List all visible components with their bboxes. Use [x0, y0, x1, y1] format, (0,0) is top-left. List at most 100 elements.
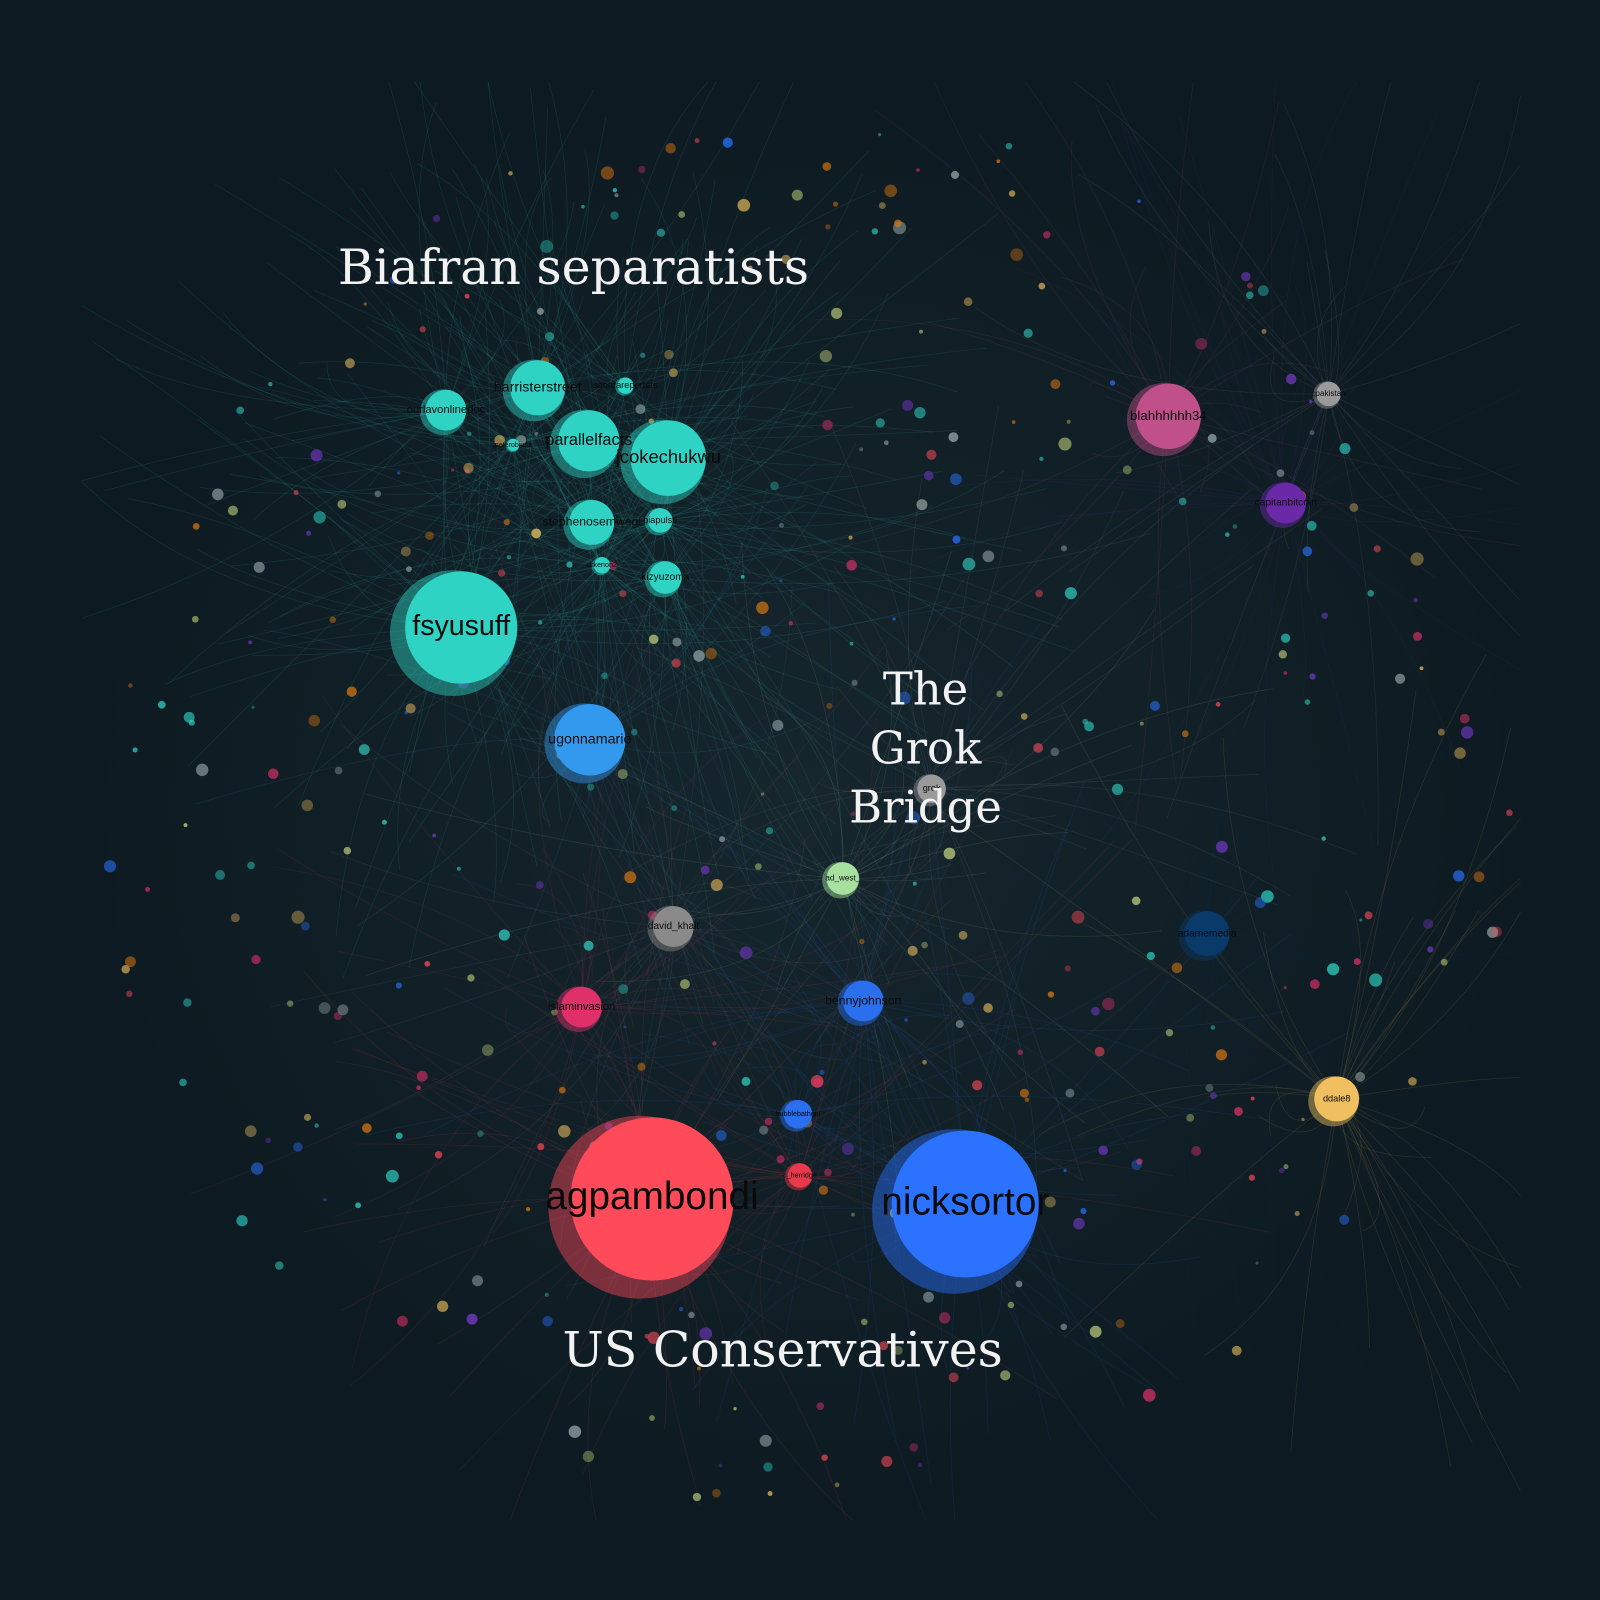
minor-node — [1419, 666, 1424, 671]
minor-node — [860, 1318, 868, 1326]
minor-node — [647, 1331, 660, 1344]
minor-node — [958, 930, 968, 940]
minor-node — [374, 490, 382, 498]
edge — [493, 381, 661, 521]
edge — [537, 81, 568, 388]
edge — [410, 412, 593, 523]
minor-node — [1359, 918, 1363, 922]
minor-node — [1044, 1196, 1056, 1208]
minor-node — [306, 530, 312, 536]
minor-node — [678, 211, 686, 218]
edge — [190, 1006, 582, 1195]
edge — [1336, 916, 1414, 1100]
minor-node — [1491, 926, 1502, 938]
edge — [625, 289, 767, 388]
edge — [589, 462, 817, 740]
edge — [513, 350, 665, 446]
minor-node — [694, 138, 700, 143]
node-label: ugonnamario — [548, 732, 631, 748]
edge — [536, 425, 603, 566]
edge — [445, 369, 838, 411]
edge — [605, 355, 666, 578]
minor-node — [549, 435, 554, 440]
minor-node — [1215, 702, 1221, 707]
edge — [1179, 116, 1287, 504]
edge — [537, 691, 583, 1008]
edge — [334, 926, 674, 1131]
edge — [664, 577, 757, 900]
edge — [842, 878, 1086, 1124]
edge — [334, 926, 674, 1043]
minor-node — [1453, 870, 1465, 882]
minor-node — [1309, 673, 1316, 680]
edge — [336, 950, 582, 1008]
edge — [931, 564, 1254, 790]
edge — [601, 387, 824, 566]
minor-node — [1024, 1097, 1030, 1103]
minor-node — [251, 955, 261, 965]
edge — [581, 784, 851, 1008]
minor-node — [906, 811, 920, 825]
minor-node — [894, 219, 902, 227]
cluster-label: US Conservatives — [562, 1322, 1002, 1379]
edge — [668, 457, 984, 711]
edge — [581, 1006, 789, 1010]
edge — [580, 766, 600, 1008]
minor-node — [834, 1482, 840, 1488]
minor-node — [678, 1306, 684, 1312]
minor-node — [1165, 1028, 1174, 1037]
edge — [601, 565, 839, 690]
edge — [664, 577, 891, 986]
node — [558, 410, 620, 472]
edge — [496, 442, 530, 513]
minor-node — [668, 368, 678, 378]
minor-node — [419, 326, 426, 333]
edge — [537, 216, 698, 389]
edge — [1183, 933, 1219, 1253]
edge — [1207, 845, 1452, 937]
edge — [842, 878, 1005, 1111]
minor-node — [230, 913, 240, 923]
minor-node — [381, 819, 387, 825]
minor-node — [251, 705, 255, 709]
node-label: c_herridge — [783, 1171, 817, 1179]
edge — [931, 488, 1252, 790]
edge — [664, 577, 750, 881]
edge — [1133, 416, 1169, 837]
minor-node — [540, 240, 554, 253]
edge — [933, 637, 1208, 934]
minor-node — [425, 531, 434, 541]
node — [783, 1100, 813, 1129]
minor-node — [884, 184, 898, 198]
minor-node — [875, 418, 885, 428]
minor-node — [1136, 1158, 1143, 1165]
minor-node — [719, 836, 726, 843]
node-label: blahhhhhh34 — [1130, 408, 1207, 423]
minor-node — [813, 1077, 824, 1088]
node — [647, 508, 673, 533]
edge — [946, 416, 1169, 631]
minor-node — [914, 406, 926, 419]
edge — [1290, 1098, 1338, 1452]
edge — [673, 586, 793, 927]
edge — [1206, 757, 1318, 934]
edge — [673, 926, 874, 964]
edge — [381, 402, 593, 523]
edge — [340, 724, 674, 927]
edge — [673, 754, 800, 927]
edge — [589, 486, 808, 741]
edge — [625, 317, 960, 387]
edge — [1283, 103, 1332, 394]
edge — [199, 440, 589, 494]
node-label: grok — [923, 783, 941, 793]
minor-node — [1248, 1174, 1256, 1181]
minor-node — [776, 1155, 785, 1164]
edge — [549, 238, 626, 387]
edge — [665, 453, 734, 578]
node-label: saharareporters — [593, 380, 658, 390]
node-label: capitanbitcoin — [1255, 498, 1317, 509]
edge — [931, 713, 1066, 790]
minor-node — [1033, 742, 1044, 753]
edge — [601, 385, 626, 568]
edge — [601, 240, 690, 566]
